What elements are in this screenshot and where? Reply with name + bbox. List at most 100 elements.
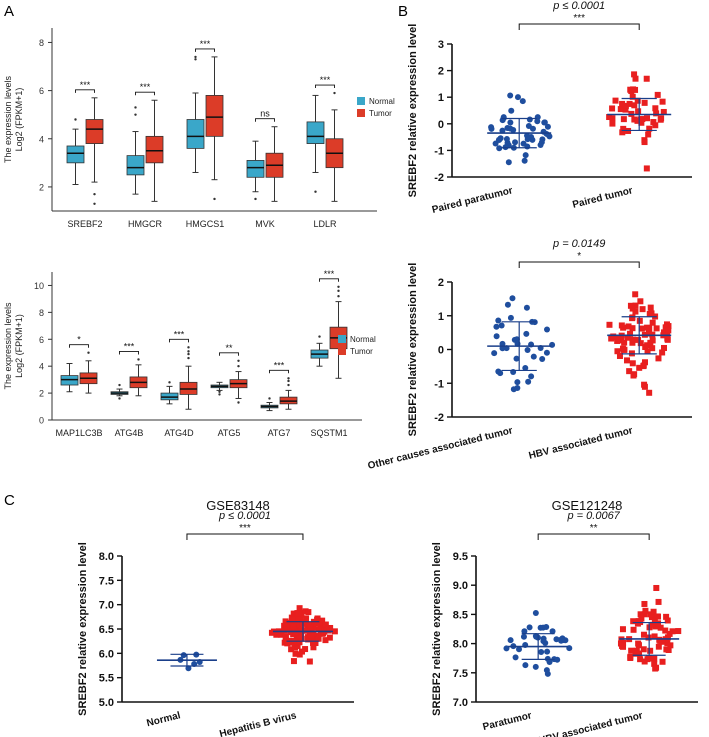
data-point bbox=[509, 295, 516, 302]
outlier-point bbox=[93, 202, 96, 205]
data-point bbox=[630, 336, 637, 343]
data-point bbox=[539, 355, 546, 362]
box-tumor bbox=[145, 135, 164, 164]
data-point bbox=[620, 116, 627, 123]
significance-label: *** bbox=[239, 523, 251, 534]
data-point bbox=[523, 330, 530, 337]
y-axis-label: SREBF2 relative expression level bbox=[407, 263, 419, 437]
y-tick-label: 1 bbox=[438, 92, 444, 104]
data-point bbox=[507, 119, 514, 126]
significance-bracket bbox=[315, 84, 335, 89]
data-point bbox=[665, 327, 672, 334]
data-point bbox=[645, 634, 652, 641]
data-point bbox=[519, 98, 526, 105]
data-point bbox=[661, 329, 668, 336]
data-point bbox=[520, 633, 527, 640]
data-point bbox=[653, 325, 660, 332]
x-tick-label: Normal bbox=[146, 710, 182, 729]
data-point bbox=[655, 355, 662, 362]
data-point bbox=[510, 126, 517, 133]
significance-label: *** bbox=[80, 80, 91, 90]
data-point bbox=[625, 323, 632, 330]
data-point bbox=[644, 115, 651, 122]
legend-label: Tumor bbox=[369, 109, 392, 118]
outlier-point bbox=[237, 359, 240, 362]
data-point bbox=[523, 304, 530, 311]
data-point bbox=[268, 629, 275, 636]
data-point bbox=[532, 632, 539, 639]
data-point bbox=[526, 116, 533, 123]
y-axis-label-line1: The expression levels bbox=[3, 302, 13, 390]
data-point bbox=[524, 136, 531, 143]
data-point bbox=[630, 618, 637, 625]
y-tick-label: 1 bbox=[438, 311, 444, 323]
data-point bbox=[499, 340, 506, 347]
scatter-chart-gse121248: 7.0 7.5 8.0 8.5 9.0 9.5 SREBF2 relative expres… bbox=[431, 498, 698, 737]
data-point bbox=[273, 631, 280, 638]
data-point bbox=[521, 628, 528, 635]
significance-bracket bbox=[537, 533, 650, 540]
data-point bbox=[614, 337, 621, 344]
y-tick-label: 7.5 bbox=[453, 668, 468, 680]
x-tick-label: HBV associated tumor bbox=[538, 710, 644, 737]
legend-label: Normal bbox=[369, 97, 395, 106]
data-point bbox=[645, 131, 652, 138]
data-point bbox=[631, 102, 638, 109]
data-point bbox=[524, 347, 531, 354]
legend-swatch bbox=[357, 109, 365, 117]
significance-bracket bbox=[69, 344, 89, 348]
significance-bracket bbox=[135, 91, 155, 96]
p-value: p = 0.0067 bbox=[567, 510, 621, 522]
data-point bbox=[303, 615, 310, 622]
significance-label: *** bbox=[140, 82, 151, 92]
data-point bbox=[627, 330, 634, 337]
y-tick-label: 2 bbox=[438, 277, 444, 289]
data-point bbox=[313, 620, 320, 627]
data-point bbox=[544, 123, 551, 130]
p-value: p ≤ 0.0001 bbox=[552, 0, 605, 12]
data-point bbox=[631, 116, 638, 123]
data-point bbox=[642, 607, 649, 614]
data-point bbox=[624, 334, 631, 341]
y-tick-label: 6.0 bbox=[99, 648, 114, 660]
data-point bbox=[659, 349, 666, 356]
y-tick-label: 2 bbox=[39, 389, 44, 399]
x-tick-label: SQSTM1 bbox=[310, 428, 347, 438]
data-point bbox=[644, 342, 651, 349]
data-point bbox=[638, 119, 645, 126]
data-point bbox=[629, 305, 636, 312]
significance-label: *** bbox=[124, 341, 135, 351]
data-point bbox=[546, 658, 553, 665]
data-point bbox=[312, 639, 319, 646]
data-point bbox=[525, 378, 532, 385]
data-point bbox=[549, 628, 556, 635]
data-point bbox=[632, 86, 639, 93]
data-point bbox=[635, 108, 642, 115]
data-point bbox=[493, 333, 500, 340]
data-point bbox=[503, 645, 510, 652]
outlier-point bbox=[237, 401, 240, 404]
significance-bracket bbox=[255, 118, 275, 122]
data-point bbox=[662, 627, 669, 634]
significance-label: * bbox=[577, 251, 581, 262]
data-point bbox=[296, 651, 303, 658]
y-tick-label: 5.5 bbox=[99, 673, 114, 685]
data-point bbox=[496, 136, 503, 143]
data-point bbox=[512, 654, 519, 661]
data-point bbox=[314, 616, 321, 623]
significance-label: ** bbox=[590, 523, 598, 534]
data-point bbox=[289, 616, 296, 623]
outlier-point bbox=[337, 295, 340, 298]
data-point bbox=[660, 344, 667, 351]
y-tick-label: -1 bbox=[434, 145, 444, 157]
y-tick-label: 8.0 bbox=[453, 639, 468, 651]
y-axis-label: SREBF2 relative expression level bbox=[431, 542, 443, 716]
data-point bbox=[643, 75, 650, 82]
data-point bbox=[296, 634, 303, 641]
data-point bbox=[532, 663, 539, 670]
box-tumor bbox=[85, 119, 104, 144]
data-point bbox=[544, 326, 551, 333]
data-point bbox=[528, 373, 535, 380]
data-point bbox=[632, 75, 639, 82]
data-point bbox=[648, 310, 655, 317]
